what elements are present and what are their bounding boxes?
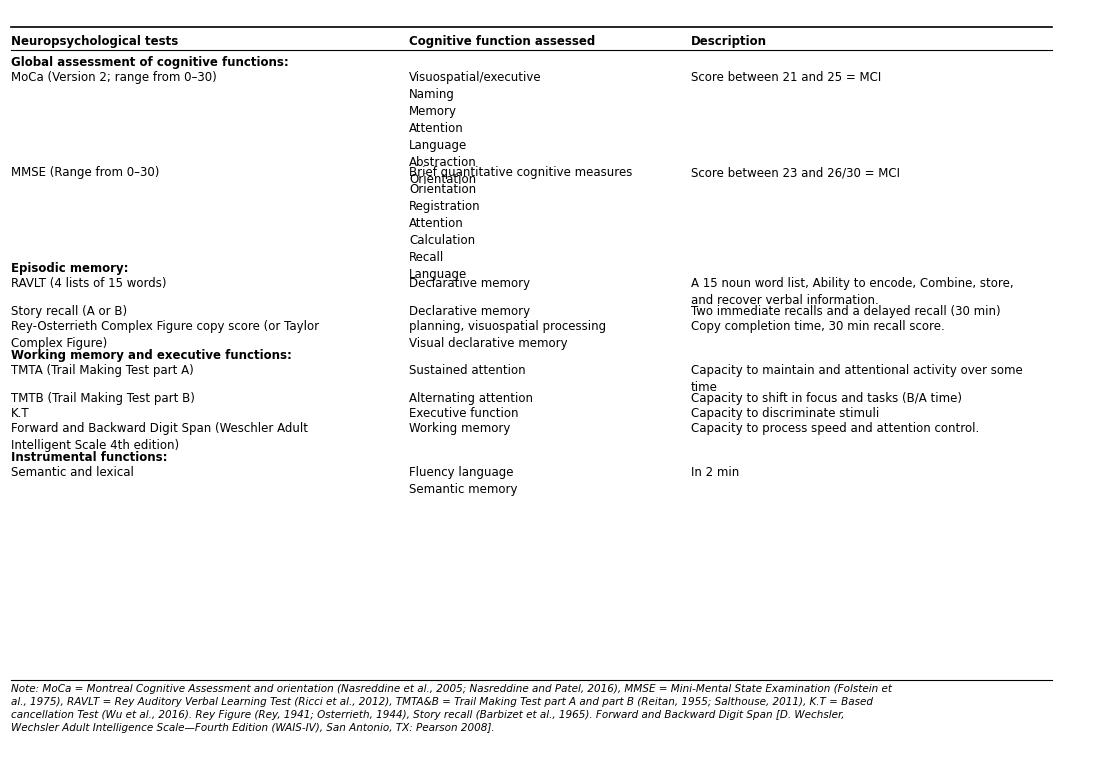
Text: Description: Description: [691, 35, 767, 48]
Text: TMTB (Trail Making Test part B): TMTB (Trail Making Test part B): [11, 392, 195, 406]
Text: Visuospatial/executive
Naming
Memory
Attention
Language
Abstraction
Orientation: Visuospatial/executive Naming Memory Att…: [409, 71, 542, 186]
Text: Working memory: Working memory: [409, 422, 510, 435]
Text: Note: MoCa = Montreal Cognitive Assessment and orientation (Nasreddine et al., 2: Note: MoCa = Montreal Cognitive Assessme…: [11, 684, 892, 733]
Text: K.T: K.T: [11, 407, 30, 420]
Text: Capacity to shift in focus and tasks (B/A time): Capacity to shift in focus and tasks (B/…: [691, 392, 961, 406]
Text: Alternating attention: Alternating attention: [409, 392, 534, 406]
Text: Rey-Osterrieth Complex Figure copy score (or Taylor
Complex Figure): Rey-Osterrieth Complex Figure copy score…: [11, 320, 319, 350]
Text: Capacity to maintain and attentional activity over some
time: Capacity to maintain and attentional act…: [691, 364, 1023, 394]
Text: Score between 23 and 26/30 = MCI: Score between 23 and 26/30 = MCI: [691, 167, 900, 180]
Text: In 2 min: In 2 min: [691, 465, 739, 478]
Text: Cognitive function assessed: Cognitive function assessed: [409, 35, 595, 48]
Text: Neuropsychological tests: Neuropsychological tests: [11, 35, 178, 48]
Text: Executive function: Executive function: [409, 407, 519, 420]
Text: RAVLT (4 lists of 15 words): RAVLT (4 lists of 15 words): [11, 277, 166, 290]
Text: Brief quantitative cognitive measures
Orientation
Registration
Attention
Calcula: Brief quantitative cognitive measures Or…: [409, 167, 632, 281]
Text: TMTA (Trail Making Test part A): TMTA (Trail Making Test part A): [11, 364, 194, 377]
Text: Semantic and lexical: Semantic and lexical: [11, 465, 133, 478]
Text: A 15 noun word list, Ability to encode, Combine, store,
and recover verbal infor: A 15 noun word list, Ability to encode, …: [691, 277, 1013, 307]
Text: Fluency language
Semantic memory: Fluency language Semantic memory: [409, 465, 518, 495]
Text: Copy completion time, 30 min recall score.: Copy completion time, 30 min recall scor…: [691, 320, 945, 333]
Text: Two immediate recalls and a delayed recall (30 min): Two immediate recalls and a delayed reca…: [691, 306, 1001, 319]
Text: Capacity to process speed and attention control.: Capacity to process speed and attention …: [691, 422, 979, 435]
Text: Sustained attention: Sustained attention: [409, 364, 526, 377]
Text: Score between 21 and 25 = MCI: Score between 21 and 25 = MCI: [691, 71, 881, 84]
Text: Forward and Backward Digit Span (Weschler Adult
Intelligent Scale 4th edition): Forward and Backward Digit Span (Weschle…: [11, 422, 308, 452]
Text: Declarative memory: Declarative memory: [409, 306, 530, 319]
Text: MMSE (Range from 0–30): MMSE (Range from 0–30): [11, 167, 159, 180]
Text: planning, visuospatial processing
Visual declarative memory: planning, visuospatial processing Visual…: [409, 320, 606, 350]
Text: MoCa (Version 2; range from 0–30): MoCa (Version 2; range from 0–30): [11, 71, 217, 84]
Text: Declarative memory: Declarative memory: [409, 277, 530, 290]
Text: Working memory and executive functions:: Working memory and executive functions:: [11, 349, 292, 362]
Text: Global assessment of cognitive functions:: Global assessment of cognitive functions…: [11, 56, 288, 69]
Text: Story recall (A or B): Story recall (A or B): [11, 306, 127, 319]
Text: Episodic memory:: Episodic memory:: [11, 262, 128, 275]
Text: Capacity to discriminate stimuli: Capacity to discriminate stimuli: [691, 407, 879, 420]
Text: Instrumental functions:: Instrumental functions:: [11, 451, 167, 464]
